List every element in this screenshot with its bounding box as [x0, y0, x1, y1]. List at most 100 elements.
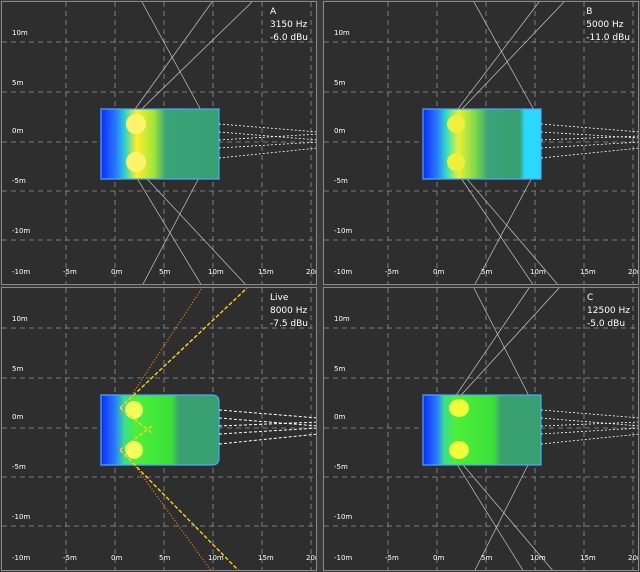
x-tick: 20m [306, 554, 317, 562]
x-tick-labels: -10m -5m 0m 5m 10m 15m 20m [12, 268, 316, 276]
x-tick: 15m [258, 268, 274, 276]
panel-name: A [269, 7, 277, 17]
y-tick: -5m [12, 177, 26, 185]
room-heatmap [100, 108, 220, 180]
panel-c[interactable]: 10m 5m 0m -5m -10m -10m -5m 0m 5m 10m 15… [323, 287, 639, 571]
panel-label: Live 8000 Hz -7.5 dBu [270, 292, 308, 331]
x-tick: 5m [159, 268, 170, 276]
panel-level: -6.0 dBu [269, 33, 308, 43]
panel-frequency: 8000 Hz [269, 306, 308, 316]
panel-label: A 3150 Hz -6.0 dBu [270, 6, 308, 45]
coverage-plot-c: 10m 5m 0m -5m -10m -10m -5m 0m 5m 10m 15… [324, 288, 639, 570]
hotspot-lower [449, 441, 469, 459]
beam-lines [218, 123, 316, 159]
panel-a[interactable]: 10m 5m 0m -5m -10m -10m -5m 0m 5m 10m 15… [1, 1, 317, 285]
beam-lines [540, 123, 638, 159]
x-tick-labels: -10m -5m 0m 5m 10m 15m 20m [334, 268, 639, 276]
x-tick: 5m [159, 554, 170, 562]
x-tick: 20m [628, 554, 639, 562]
room-heatmap [422, 108, 542, 180]
x-tick: 5m [481, 268, 492, 276]
y-tick: 10m [12, 29, 28, 37]
panel-level: -11.0 dBu [586, 33, 630, 43]
x-tick: -10m [334, 268, 352, 276]
x-tick: -5m [385, 268, 399, 276]
x-tick: -5m [63, 268, 77, 276]
x-tick: -5m [63, 554, 77, 562]
beam-lines [218, 409, 316, 445]
x-tick: 10m [530, 268, 546, 276]
x-tick: 0m [433, 554, 444, 562]
panel-level: -7.5 dBu [269, 319, 308, 329]
hotspot-lower [125, 441, 143, 459]
y-tick-labels: 10m 5m 0m -5m -10m [334, 315, 352, 521]
x-tick: 0m [111, 554, 122, 562]
x-tick: 15m [580, 554, 596, 562]
x-tick: 0m [433, 268, 444, 276]
x-tick: 10m [208, 554, 224, 562]
y-tick: 5m [334, 79, 345, 87]
y-tick: -5m [12, 463, 26, 471]
y-tick: -10m [12, 513, 30, 521]
coverage-plot-live: 10m 5m 0m -5m -10m -10m -5m 0m 5m 10m 15… [2, 288, 317, 570]
y-tick: 10m [334, 29, 350, 37]
room-heatmap [422, 394, 542, 466]
y-tick: -5m [334, 177, 348, 185]
x-tick: 15m [580, 268, 596, 276]
y-tick-labels: 10m 5m 0m -5m -10m [12, 29, 30, 235]
panel-label: C 12500 Hz -5.0 dBu [587, 292, 630, 331]
y-tick-labels: 10m 5m 0m -5m -10m [12, 315, 30, 521]
x-tick: -10m [12, 554, 30, 562]
panel-name: B [586, 7, 593, 17]
y-tick-labels: 10m 5m 0m -5m -10m [334, 29, 352, 235]
panel-frequency: 5000 Hz [586, 20, 624, 30]
grid-lines [2, 288, 316, 570]
y-tick: 0m [334, 127, 345, 135]
y-tick: -5m [334, 463, 348, 471]
y-tick: 0m [334, 413, 345, 421]
live-beam-lines [119, 288, 248, 570]
x-tick: 5m [481, 554, 492, 562]
hotspot-upper [449, 399, 469, 417]
y-tick: -10m [334, 513, 352, 521]
hotspot-lower [126, 152, 146, 172]
x-tick: 10m [208, 268, 224, 276]
grid-lines [324, 288, 638, 570]
x-tick-labels: -10m -5m 0m 5m 10m 15m 20m [334, 554, 639, 562]
hotspot-upper [125, 401, 143, 419]
panel-label: B 5000 Hz -11.0 dBu [586, 6, 630, 45]
y-tick: -10m [12, 227, 30, 235]
x-tick: 15m [258, 554, 274, 562]
hotspot-upper [126, 114, 146, 134]
x-tick: -10m [12, 268, 30, 276]
y-tick: 5m [12, 365, 23, 373]
panel-live[interactable]: 10m 5m 0m -5m -10m -10m -5m 0m 5m 10m 15… [1, 287, 317, 571]
grid-lines [324, 2, 638, 284]
x-tick: 0m [111, 268, 122, 276]
coverage-plot-b: 10m 5m 0m -5m -10m -10m -5m 0m 5m 10m 15… [324, 2, 639, 284]
x-tick-labels: -10m -5m 0m 5m 10m 15m 20m [12, 554, 317, 562]
y-tick: 10m [334, 315, 350, 323]
panel-level: -5.0 dBu [587, 319, 626, 329]
panel-frequency: 12500 Hz [587, 306, 630, 316]
y-tick: 0m [12, 413, 23, 421]
coverage-plot-a: 10m 5m 0m -5m -10m -10m -5m 0m 5m 10m 15… [2, 2, 316, 284]
x-tick: 10m [530, 554, 546, 562]
x-tick: -5m [385, 554, 399, 562]
y-tick: 5m [334, 365, 345, 373]
panel-name: C [587, 293, 594, 303]
x-tick: -10m [334, 554, 352, 562]
panel-name: Live [269, 293, 289, 303]
panel-frequency: 3150 Hz [269, 20, 308, 30]
y-tick: 10m [12, 315, 28, 323]
hotspot-upper [447, 115, 465, 133]
panel-b[interactable]: 10m 5m 0m -5m -10m -10m -5m 0m 5m 10m 15… [323, 1, 639, 285]
y-tick: 5m [12, 79, 23, 87]
live-axis-lines [119, 288, 212, 570]
hotspot-lower [447, 153, 465, 171]
beam-lines [540, 409, 638, 445]
x-tick: 20m [628, 268, 639, 276]
room-heatmap [100, 394, 220, 466]
y-tick: 0m [12, 127, 23, 135]
